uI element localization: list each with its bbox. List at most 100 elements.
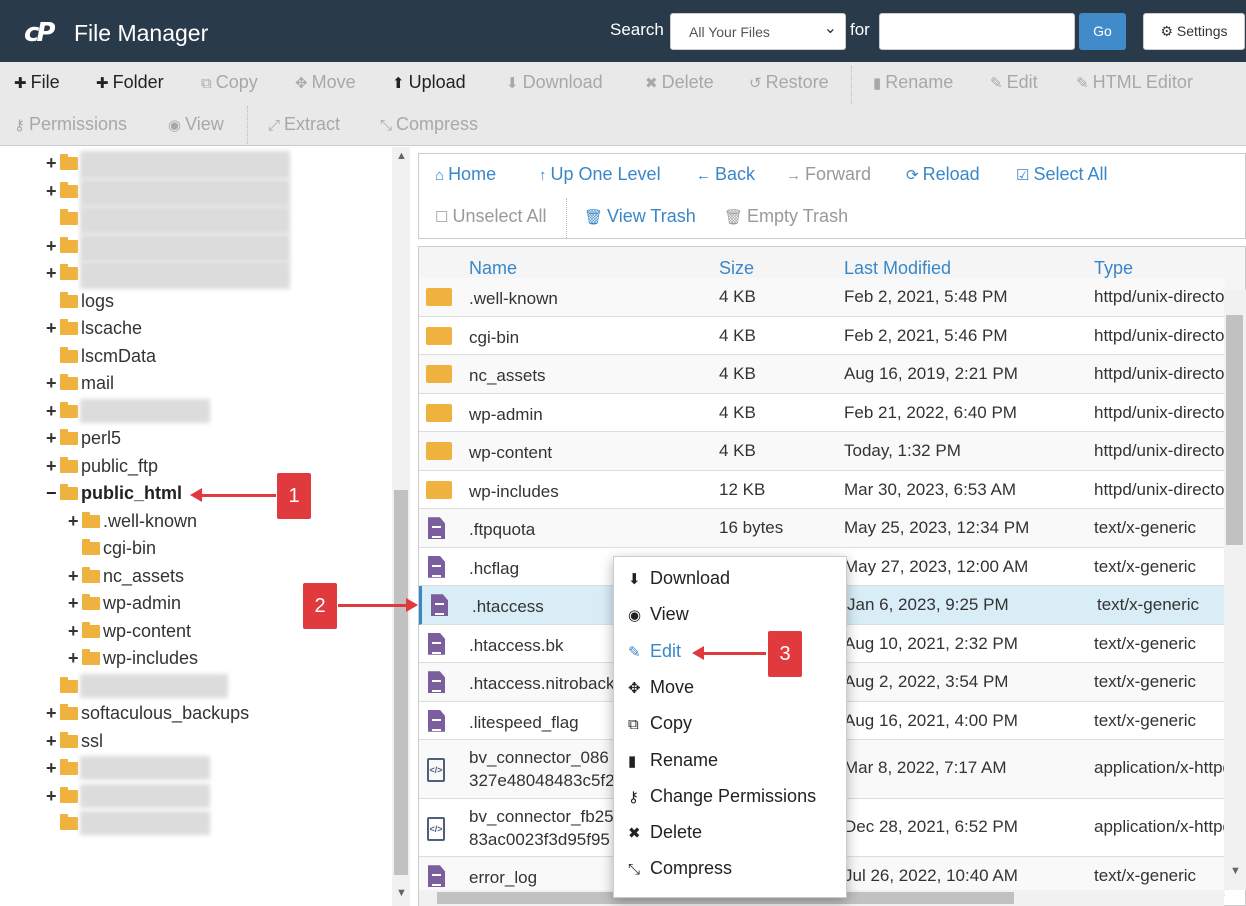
expand-icon[interactable]: +	[46, 373, 57, 393]
column-header-type[interactable]: Type	[1094, 258, 1134, 278]
edit-button[interactable]: ✎ Edit	[990, 72, 1038, 93]
table-row[interactable]: nc_assets 4 KB Aug 16, 2019, 2:21 PM httpd/…	[419, 355, 1225, 394]
table-row[interactable]: .well-known 4 KB Feb 2, 2021, 5:48 PM httpd…	[419, 278, 1225, 317]
expand-icon[interactable]: +	[46, 400, 57, 421]
rename-button[interactable]: ▮ Rename	[873, 72, 953, 93]
file-button[interactable]: ✚ File	[14, 72, 60, 93]
tree-item-.well-known[interactable]: + .well-known	[68, 511, 197, 535]
column-header-size[interactable]: Size	[719, 258, 755, 278]
tree-item-mail[interactable]: + mail	[46, 373, 114, 397]
context-menu-rename[interactable]: ▮ Rename	[628, 750, 718, 771]
delete-button[interactable]: ✖ Delete	[645, 72, 714, 93]
tree-item-ssl[interactable]: + ssl	[46, 731, 103, 755]
select-all-button[interactable]: ☑ Select All	[1016, 164, 1108, 185]
tree-item-wp-includes[interactable]: + wp-includes	[68, 648, 198, 672]
move-button[interactable]: ✥ Move	[295, 72, 356, 93]
column-header-last-modified[interactable]: Last Modified	[844, 258, 952, 278]
context-menu-download[interactable]: ⬇ Download	[628, 568, 730, 589]
tree-item[interactable]: +	[46, 236, 81, 260]
tree-item-public_ftp[interactable]: + public_ftp	[46, 456, 158, 480]
expand-icon[interactable]: +	[68, 648, 79, 668]
html-editor-button[interactable]: ✎ HTML Editor	[1076, 72, 1193, 93]
search-scope-select[interactable]: All Your Files	[670, 13, 846, 50]
navigation-bar: ⌂ Home ↑ Up One Level ← Back → Forward ⟳ Reload ☑ S…	[418, 153, 1246, 239]
restore-button[interactable]: ↺ Restore	[749, 72, 829, 93]
context-menu-view[interactable]: ◉ View	[628, 604, 689, 625]
compress-button[interactable]: ⤡ Compress	[380, 114, 478, 135]
expand-icon[interactable]: +	[46, 318, 57, 338]
column-header-name[interactable]: Name	[469, 258, 518, 278]
tree-item[interactable]: +	[46, 153, 81, 177]
view-button[interactable]: ◉ View	[168, 114, 224, 135]
context-menu-delete[interactable]: ✖ Delete	[628, 822, 702, 843]
copy-button[interactable]: ⧉ Copy	[201, 72, 258, 93]
tree-item[interactable]: +	[46, 786, 81, 810]
permissions-button[interactable]: ⚷ Permissions	[14, 114, 127, 135]
tree-item-nc_assets[interactable]: + nc_assets	[68, 566, 184, 590]
tree-item[interactable]: +	[46, 758, 81, 782]
empty-trash-button[interactable]: 🗑 Empty Trash	[724, 206, 848, 227]
expand-icon[interactable]: +	[46, 180, 57, 201]
tree-item-softaculous_backups[interactable]: + softaculous_backups	[46, 703, 249, 727]
tree-item-cgi-bin[interactable]: cgi-bin	[68, 538, 156, 562]
tree-item[interactable]	[46, 676, 81, 700]
tree-item-wp-admin[interactable]: + wp-admin	[68, 593, 181, 617]
table-row[interactable]: wp-content 4 KB Today, 1:32 PM httpd/unix-d…	[419, 432, 1225, 471]
expand-icon[interactable]: +	[46, 235, 57, 256]
tree-item[interactable]: +	[46, 263, 81, 287]
reload-button[interactable]: ⟳ Reload	[906, 164, 980, 185]
tree-item-perl5[interactable]: + perl5	[46, 428, 121, 452]
context-menu-edit[interactable]: ✎ Edit	[628, 641, 681, 662]
settings-button[interactable]: ⚙ Settings	[1143, 13, 1245, 50]
up-one-level-button[interactable]: ↑ Up One Level	[539, 164, 661, 185]
tree-item[interactable]: +	[46, 181, 81, 205]
back-button[interactable]: ← Back	[696, 164, 755, 185]
table-scroll-thumb[interactable]	[1226, 315, 1243, 545]
table-row[interactable]: wp-includes 12 KB Mar 30, 2023, 6:53 AM htt…	[419, 471, 1225, 509]
context-menu-copy[interactable]: ⧉ Copy	[628, 713, 692, 734]
unselect-all-button[interactable]: ☐ Unselect All	[435, 206, 547, 227]
tree-item-lscache[interactable]: + lscache	[46, 318, 142, 342]
upload-button[interactable]: ⬆ Upload	[392, 72, 466, 93]
table-row[interactable]: .hcflag May 27, 2023, 12:00 AM text/x-gene…	[419, 548, 1225, 586]
expand-icon[interactable]: +	[46, 455, 57, 476]
download-button[interactable]: ⬇ Download	[506, 72, 603, 93]
refresh-icon: ⟳	[906, 167, 919, 184]
tree-item[interactable]: +	[46, 401, 81, 425]
expand-icon[interactable]: +	[68, 593, 79, 613]
redacted-folder-name	[80, 261, 290, 289]
folder-button[interactable]: ✚ Folder	[96, 72, 164, 93]
tree-item[interactable]	[46, 208, 81, 232]
expand-icon[interactable]: +	[68, 620, 79, 641]
view-trash-button[interactable]: 🗑 View Trash	[584, 206, 696, 227]
expand-icon[interactable]: +	[46, 758, 57, 778]
tree-item-label: nc_assets	[103, 565, 185, 586]
search-input[interactable]	[879, 13, 1075, 50]
expand-icon[interactable]: +	[68, 510, 79, 531]
context-menu-move[interactable]: ✥ Move	[628, 677, 694, 698]
tree-item[interactable]	[46, 813, 81, 837]
expand-icon[interactable]: +	[46, 153, 57, 173]
home-button[interactable]: ⌂ Home	[435, 164, 496, 185]
tree-item-lscmData[interactable]: lscmData	[46, 346, 156, 370]
expand-icon[interactable]: +	[46, 428, 57, 448]
expand-icon[interactable]: +	[46, 703, 57, 723]
go-button[interactable]: Go	[1079, 13, 1126, 50]
forward-button[interactable]: → Forward	[786, 164, 871, 185]
expand-icon[interactable]: +	[46, 730, 57, 751]
tree-item-wp-content[interactable]: + wp-content	[68, 621, 191, 645]
table-row[interactable]: cgi-bin 4 KB Feb 2, 2021, 5:46 PM httpd/uni…	[419, 317, 1225, 355]
horizontal-scroll-thumb[interactable]	[437, 892, 1014, 904]
tree-item-logs[interactable]: logs	[46, 291, 114, 315]
extract-button[interactable]: ⤢ Extract	[268, 114, 340, 135]
expand-icon[interactable]: +	[46, 263, 57, 283]
context-menu-compress[interactable]: ⤡ Compress	[628, 858, 732, 879]
table-row[interactable]: .ftpquota 16 bytes May 25, 2023, 12:34 PM t…	[419, 509, 1225, 548]
expand-icon[interactable]: +	[46, 785, 57, 806]
context-menu-change-permissions[interactable]: ⚷ Change Permissions	[628, 786, 816, 807]
collapse-icon[interactable]: −	[46, 483, 57, 503]
tree-item-public_html[interactable]: − public_html	[46, 483, 182, 507]
expand-icon[interactable]: +	[68, 565, 79, 586]
tree-scroll-thumb[interactable]	[394, 490, 408, 875]
table-row[interactable]: wp-admin 4 KB Feb 21, 2022, 6:40 PM httpd/u…	[419, 394, 1225, 432]
